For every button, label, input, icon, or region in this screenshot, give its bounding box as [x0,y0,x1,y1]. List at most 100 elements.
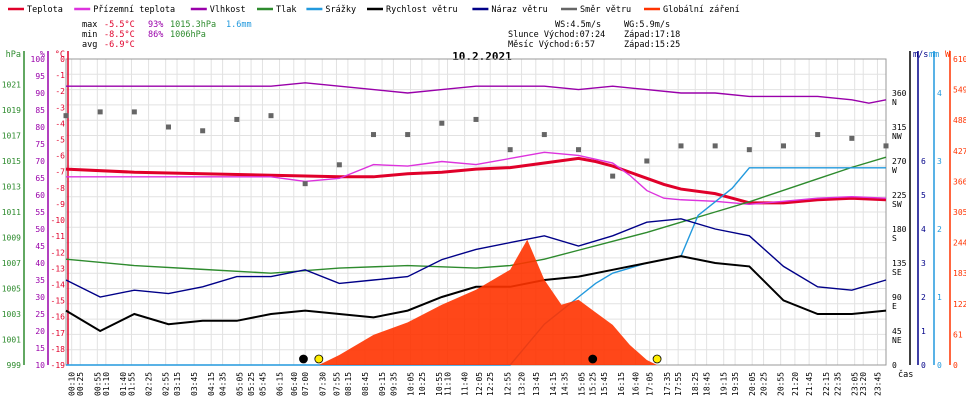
x-tick-label: 00:10 [68,372,77,396]
axis-tick-degc: -1 [55,71,65,80]
x-tick-label: 20:05 [748,372,757,396]
axis-tick-pct: 100 [31,55,46,64]
series-area-zareni [318,239,658,365]
axis-tick-hpa: 1019 [2,106,21,115]
plot-area [63,82,889,366]
axis-tick-pct: 40 [35,259,45,268]
x-tick-label: 18:45 [703,372,712,396]
wind-dir-point [166,124,171,130]
x-tick-label: 14:35 [560,372,569,396]
x-tick-label: 23:05 [851,372,860,396]
wind-dir-point [234,116,240,122]
x-tick-label: 05:05 [236,372,245,396]
x-axis-label: čas [898,369,913,380]
axis-tick-dir-dir: S [892,234,897,243]
x-tick-label: 01:10 [102,372,111,396]
axis-label-pct: % [40,50,45,60]
wind-dir-point [576,147,581,153]
x-tick-label: 10:25 [418,372,427,396]
axis-tick-hpa: 1007 [2,259,21,268]
axis-tick-degc: -15 [51,297,66,306]
x-tick-label: 01:40 [119,372,128,396]
axis-tick-degc: -12 [51,248,66,257]
x-tick-label: 03:15 [173,372,182,396]
wind-dir-point [473,116,479,122]
axis-tick-ms: 6 [921,157,926,166]
wind-dir-point [200,128,206,134]
x-tick-label: 02:55 [162,372,171,396]
x-tick-label: 17:55 [674,372,683,396]
axis-tick-degc: -7 [55,168,65,177]
x-tick-label: 22:35 [834,372,843,396]
axis-tick-dir: 90 [892,293,902,302]
wind-dir-point [371,132,376,138]
wind-dir-point [131,109,137,115]
wind-dir-point [302,181,308,187]
stat-max-temp: -5.5°C [104,20,135,30]
axis-tick-dir-dir: N [892,98,897,107]
x-tick-label: 12:25 [486,372,495,396]
x-tick-label: 12:55 [503,372,512,396]
axis-tick-degc: -4 [55,119,65,128]
x-tick-label: 09:35 [389,372,398,396]
axis-tick-ms: 0 [921,361,926,370]
axis-tick-mm: 3 [937,157,942,166]
x-tick-label: 00:25 [76,372,85,396]
axis-tick-hpa: 1009 [2,234,21,243]
sun-rise: Slunce Východ:07:24 [508,30,605,40]
axis-tick-w: 0 [953,361,958,370]
stat-avg-label: avg [82,40,97,50]
axis-tick-w: 549 [953,86,966,95]
axis-tick-dir: 270 [892,157,907,166]
axis-label-hpa: hPa [6,50,21,60]
wind-dir-point [712,143,718,149]
axis-tick-mm: 2 [937,225,942,234]
x-tick-label: 21:20 [791,372,800,396]
axis-tick-dir: 225 [892,191,907,200]
wind-dir-point [849,135,855,141]
moon-set: Západ:15:25 [624,40,680,50]
x-tick-label: 11:40 [461,372,470,396]
x-tick-label: 15:25 [589,372,598,396]
legend-label-naraz: Náraz větru [491,5,547,15]
series-line-n-raz-v-tru [65,218,887,298]
axis-tick-pct: 45 [35,242,45,251]
axis-tick-pct: 20 [35,327,45,336]
axis-tick-pct: 50 [35,225,45,234]
stat-min-press: 1006hPa [170,30,206,40]
axis-label-degc: °C [55,50,65,60]
legend-label-srazky: Srážky [325,5,356,15]
x-tick-label: 10:55 [435,372,444,396]
x-tick-label: 16:15 [617,372,626,396]
series-line-rychlost-v-tru [65,255,887,333]
axis-tick-w: 305 [953,208,966,217]
wind-dir-point [336,162,342,168]
x-tick-label: 13:45 [532,372,541,396]
axis-tick-degc: -18 [51,345,66,354]
axis-tick-pct: 35 [35,276,45,285]
x-tick-label: 16:40 [631,372,640,396]
axis-tick-degc: -10 [51,216,66,225]
wind-dir-point [746,147,752,153]
wind-dir-point [97,109,103,115]
axis-tick-w: 61 [953,330,963,339]
axis-tick-w: 488 [953,116,966,125]
x-tick-label: 22:15 [822,372,831,396]
x-tick-label: 12:05 [475,372,484,396]
x-tick-label: 19:35 [731,372,740,396]
axis-tick-ms: 1 [921,327,926,336]
wind-dir-point [678,143,684,149]
x-tick-label: 00:55 [93,372,102,396]
x-tick-label: 09:15 [378,372,387,396]
chart-title: 10.2.2021 [452,50,512,63]
axis-tick-degc: -8 [55,184,65,193]
x-tick-label: 21:45 [805,372,814,396]
axis-tick-hpa: 1001 [2,336,21,345]
x-tick-label: 13:20 [518,372,527,396]
axes: 9991001100310051007100910111013101510171… [2,50,966,370]
axis-tick-w: 122 [953,300,966,309]
axis-tick-w: 183 [953,269,966,278]
stat-max-label: max [82,20,97,30]
axis-label-mm: mm [929,50,939,60]
axis-tick-dir: 0 [892,361,897,370]
